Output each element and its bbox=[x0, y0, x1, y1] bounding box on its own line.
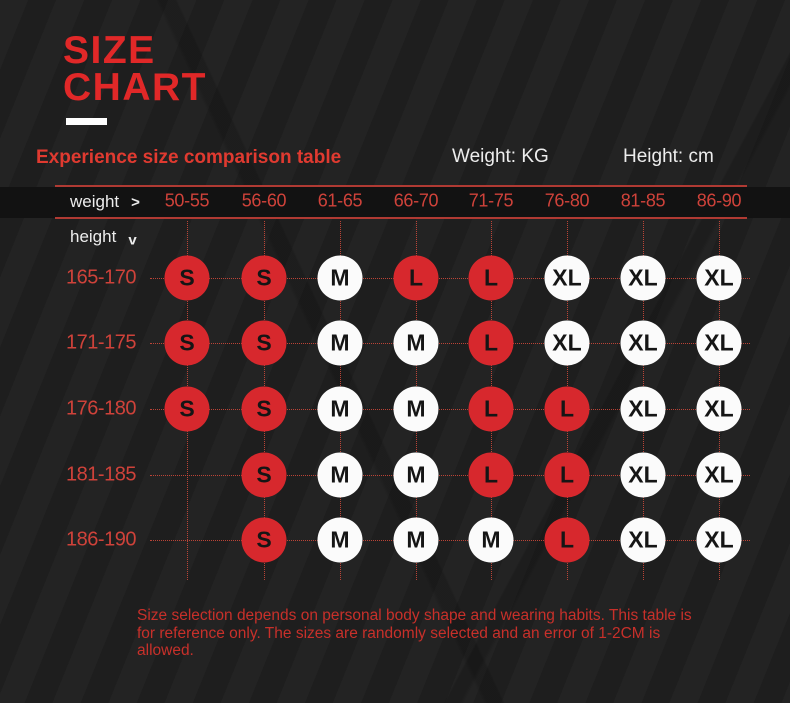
arrow-down-icon: v bbox=[128, 232, 137, 248]
size-badge-xl: XL bbox=[544, 320, 590, 366]
size-badge-m: M bbox=[317, 517, 363, 563]
height-axis-label: height v bbox=[70, 227, 137, 248]
size-badge-xl: XL bbox=[620, 386, 666, 432]
size-badge-s: S bbox=[164, 386, 210, 432]
size-badge-s: S bbox=[241, 517, 287, 563]
size-badge-m: M bbox=[317, 255, 363, 301]
size-badge-xl: XL bbox=[620, 320, 666, 366]
size-badge-xl: XL bbox=[696, 452, 742, 498]
footnote: Size selection depends on personal body … bbox=[137, 607, 692, 659]
size-badge-l: L bbox=[393, 255, 439, 301]
weight-column-header: 61-65 bbox=[317, 190, 363, 211]
weight-column-header: 71-75 bbox=[468, 190, 514, 211]
subtitle: Experience size comparison table bbox=[36, 147, 342, 168]
size-badge-l: L bbox=[468, 386, 514, 432]
weight-header-band bbox=[0, 187, 790, 218]
weight-column-header: 56-60 bbox=[241, 190, 287, 211]
size-badge-xl: XL bbox=[696, 255, 742, 301]
weight-axis-label: weight > bbox=[70, 192, 140, 212]
size-badge-m: M bbox=[393, 517, 439, 563]
size-badge-m: M bbox=[317, 386, 363, 432]
size-badge-xl: XL bbox=[696, 320, 742, 366]
height-row-label: 181-185 bbox=[66, 463, 136, 486]
title-line2: CHART bbox=[63, 66, 207, 109]
size-badge-l: L bbox=[544, 452, 590, 498]
size-badge-xl: XL bbox=[544, 255, 590, 301]
height-axis-text: height bbox=[70, 227, 117, 246]
weight-column-header: 50-55 bbox=[164, 190, 210, 211]
size-badge-l: L bbox=[544, 386, 590, 432]
size-badge-l: L bbox=[544, 517, 590, 563]
row-guide-line bbox=[150, 278, 750, 279]
height-unit-label: Height: cm bbox=[623, 146, 714, 167]
size-badge-m: M bbox=[393, 452, 439, 498]
size-badge-l: L bbox=[468, 452, 514, 498]
title-underline bbox=[66, 118, 107, 125]
size-badge-l: L bbox=[468, 320, 514, 366]
row-guide-line bbox=[150, 540, 750, 541]
weight-column-header: 76-80 bbox=[544, 190, 590, 211]
size-badge-s: S bbox=[164, 255, 210, 301]
size-badge-xl: XL bbox=[696, 517, 742, 563]
table-header-rule bbox=[55, 217, 747, 219]
title-line1: SIZE bbox=[63, 29, 156, 72]
size-badge-xl: XL bbox=[696, 386, 742, 432]
size-badge-s: S bbox=[241, 386, 287, 432]
size-badge-m: M bbox=[317, 320, 363, 366]
weight-unit-label: Weight: KG bbox=[452, 146, 549, 167]
size-badge-s: S bbox=[241, 452, 287, 498]
weight-column-header: 86-90 bbox=[696, 190, 742, 211]
height-row-label: 176-180 bbox=[66, 397, 136, 420]
height-row-label: 186-190 bbox=[66, 528, 136, 551]
row-guide-line bbox=[150, 409, 750, 410]
weight-axis-text: weight bbox=[70, 192, 120, 211]
size-badge-m: M bbox=[468, 517, 514, 563]
table-top-rule bbox=[55, 185, 747, 187]
size-badge-xl: XL bbox=[620, 452, 666, 498]
weight-column-header: 66-70 bbox=[393, 190, 439, 211]
weight-column-header: 81-85 bbox=[620, 190, 666, 211]
arrow-right-icon: > bbox=[131, 193, 140, 211]
size-badge-s: S bbox=[164, 320, 210, 366]
size-badge-m: M bbox=[317, 452, 363, 498]
row-guide-line bbox=[150, 343, 750, 344]
size-badge-m: M bbox=[393, 320, 439, 366]
height-row-label: 165-170 bbox=[66, 266, 136, 289]
size-badge-m: M bbox=[393, 386, 439, 432]
row-guide-line bbox=[150, 475, 750, 476]
size-badge-xl: XL bbox=[620, 255, 666, 301]
height-row-label: 171-175 bbox=[66, 331, 136, 354]
size-badge-s: S bbox=[241, 255, 287, 301]
size-badge-l: L bbox=[468, 255, 514, 301]
page-title: SIZE CHART bbox=[63, 29, 207, 109]
size-badge-xl: XL bbox=[620, 517, 666, 563]
size-badge-s: S bbox=[241, 320, 287, 366]
